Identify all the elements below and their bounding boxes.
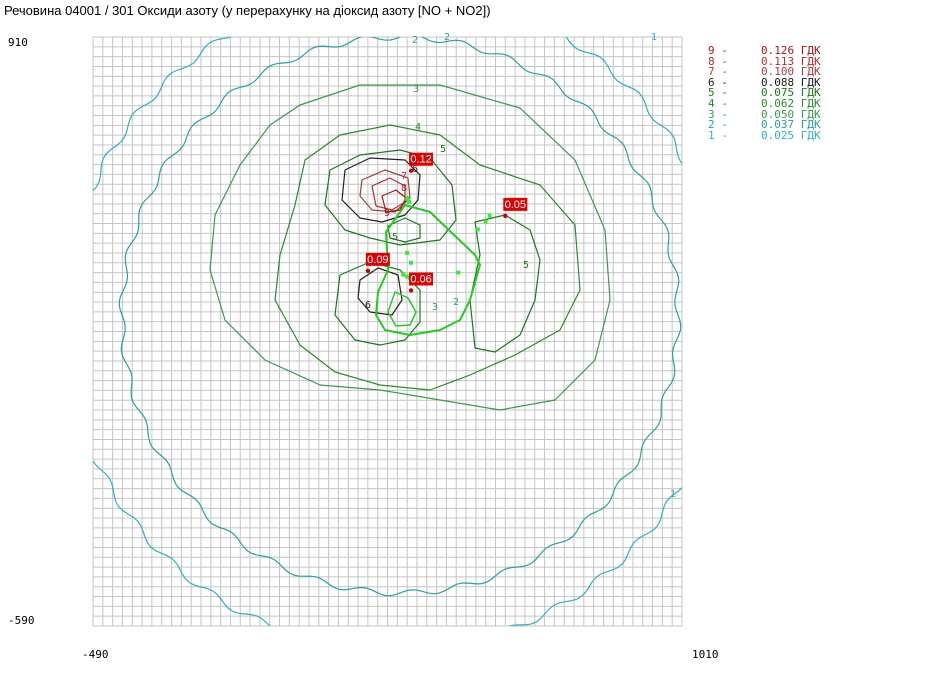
contour-level-1 bbox=[93, 37, 682, 626]
chart-title: Речовина 04001 / 301 Оксиди азоту (у пер… bbox=[4, 3, 491, 18]
y-min-label: -590 bbox=[8, 614, 35, 627]
maximum-label: 0.12 bbox=[410, 154, 431, 166]
emission-source bbox=[456, 270, 461, 275]
emission-source bbox=[475, 227, 480, 232]
legend-row: 3 - 0.050 ГДК bbox=[708, 107, 821, 121]
emission-source bbox=[405, 195, 410, 200]
legend-row: 1 - 0.025 ГДК bbox=[708, 128, 821, 142]
source-area-boundary bbox=[375, 204, 481, 336]
contour-level-6a bbox=[341, 157, 421, 223]
y-max-label: 910 bbox=[8, 36, 28, 49]
contour-label: 7 bbox=[401, 171, 407, 182]
legend-index: 1 bbox=[708, 128, 715, 142]
maximum-badge bbox=[409, 272, 434, 286]
emission-source bbox=[409, 260, 414, 265]
maximum-badge bbox=[409, 152, 434, 166]
legend-value: 0.037 bbox=[760, 118, 795, 132]
legend-value: 0.126 bbox=[760, 44, 795, 57]
source-area-inner bbox=[387, 290, 417, 327]
contour-level-8 bbox=[371, 177, 406, 211]
legend-row: 7 - 0.100 ГДК bbox=[708, 65, 821, 79]
legend-index: 9 bbox=[708, 44, 715, 57]
contour-label: 1 bbox=[651, 32, 657, 43]
contour-level-2 bbox=[118, 37, 682, 597]
legend-unit: ГДК bbox=[800, 75, 821, 89]
legend-value: 0.088 bbox=[760, 75, 795, 89]
contour-label: 2 bbox=[444, 32, 450, 43]
legend-value: 0.025 bbox=[760, 128, 795, 142]
legend-row: 6 - 0.088 ГДК bbox=[708, 75, 821, 89]
contour-labels: 11222334555566789 bbox=[365, 32, 676, 500]
legend-value: 0.062 bbox=[760, 96, 795, 110]
legend-index: 3 bbox=[708, 107, 715, 121]
maximum-point bbox=[503, 213, 508, 219]
legend-value: 0.100 bbox=[760, 65, 795, 79]
contour-label: 4 bbox=[415, 122, 421, 133]
source-boundary bbox=[375, 204, 481, 336]
legend-row: 2 - 0.037 ГДК bbox=[708, 118, 821, 132]
contour-label: 6 bbox=[412, 164, 418, 175]
maximum-point bbox=[408, 288, 414, 293]
maximum-badge bbox=[503, 197, 528, 211]
legend-index: 4 bbox=[708, 96, 715, 110]
legend-value: 0.113 bbox=[760, 54, 795, 68]
legend-row: 8 - 0.113 ГДК bbox=[708, 54, 821, 68]
contour-level-4 bbox=[274, 124, 581, 391]
legend-unit: ГДК bbox=[800, 44, 821, 57]
legend-index: 8 bbox=[708, 54, 715, 68]
x-min-label: -490 bbox=[82, 648, 109, 661]
legend-value: 0.050 bbox=[760, 107, 795, 121]
maxima-labels: 0.12 0.05 0.09 0.06 bbox=[365, 152, 528, 293]
legend-index: 7 bbox=[708, 65, 715, 79]
contour-label: 9 bbox=[384, 208, 390, 219]
legend-unit: ГДК bbox=[800, 96, 821, 110]
emission-source bbox=[401, 272, 406, 277]
emission-source bbox=[483, 219, 488, 224]
x-max-label: 1010 bbox=[692, 648, 719, 661]
emission-source bbox=[405, 250, 410, 255]
maximum-label: 0.06 bbox=[410, 273, 431, 285]
maximum-point bbox=[408, 168, 414, 173]
contour-label: 8 bbox=[401, 183, 407, 194]
contour-label: 5 bbox=[440, 144, 446, 155]
legend-unit: ГДК bbox=[800, 86, 821, 100]
legend-row: 5 - 0.075 ГДК bbox=[708, 86, 821, 100]
legend-row: 4 - 0.062 ГДК bbox=[708, 96, 821, 110]
maximum-label: 0.05 bbox=[505, 199, 526, 211]
emission-source bbox=[405, 274, 410, 279]
maximum-point bbox=[365, 268, 371, 274]
contour-label: 3 bbox=[432, 302, 438, 313]
contour-label: 2 bbox=[453, 297, 459, 308]
contour-level-6b bbox=[357, 267, 403, 316]
contour-level-3 bbox=[209, 84, 611, 411]
legend-value: 0.075 bbox=[760, 86, 795, 100]
contour-level-5d bbox=[387, 217, 421, 243]
contour-lines bbox=[93, 37, 682, 626]
legend-unit: ГДК bbox=[800, 65, 821, 79]
contour-label: 1 bbox=[670, 489, 676, 500]
contour-label: 5 bbox=[523, 260, 529, 271]
contour-label: 5 bbox=[392, 232, 398, 243]
legend: 9 - 0.126 ГДК 8 - 0.113 ГДК 7 - 0.100 ГДК 6… bbox=[708, 44, 821, 142]
contour-label: 6 bbox=[365, 300, 371, 311]
legend-index: 2 bbox=[708, 118, 715, 132]
legend-unit: ГДК bbox=[800, 107, 821, 121]
legend-row: 9 - 0.126 ГДК bbox=[708, 44, 821, 57]
maximum-label: 0.09 bbox=[367, 254, 388, 266]
legend-index: 6 bbox=[708, 75, 715, 89]
legend-unit: ГДК bbox=[800, 128, 821, 142]
contour-level-9 bbox=[381, 189, 407, 213]
contour-label: 3 bbox=[413, 84, 419, 95]
emission-source bbox=[407, 199, 412, 204]
legend-unit: ГДК bbox=[800, 118, 821, 132]
legend-index: 5 bbox=[708, 86, 715, 100]
emission-source bbox=[487, 213, 492, 218]
legend-unit: ГДК bbox=[800, 54, 821, 68]
maximum-badge bbox=[365, 252, 390, 266]
contour-label: 2 bbox=[412, 35, 418, 46]
contour-level-5b bbox=[334, 261, 421, 346]
